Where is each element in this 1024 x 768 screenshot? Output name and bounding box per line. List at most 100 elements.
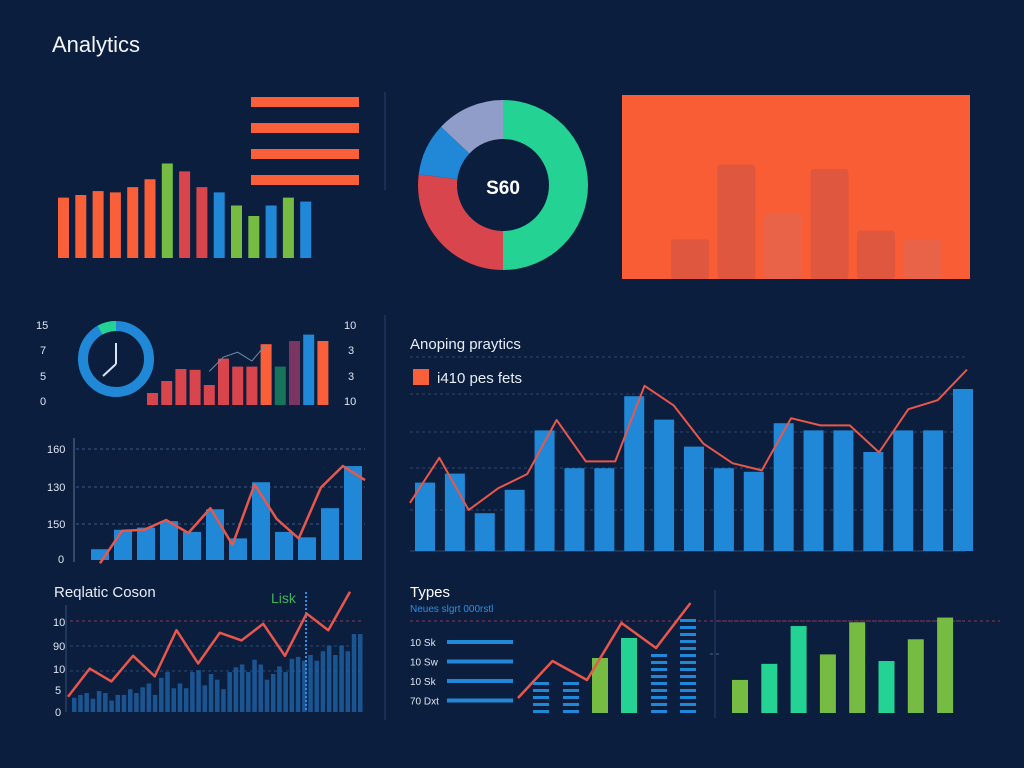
y-tick: 15 [36,320,48,332]
bar [333,655,338,712]
bar [246,366,258,405]
bar [415,482,435,551]
y-tick: 150 [47,519,65,531]
bar-stripe [680,703,696,706]
panel-bar [810,169,849,279]
gauge-progress [97,321,117,335]
top-bar-chart [58,163,312,258]
bar [282,197,294,258]
bar [295,656,301,712]
bar [339,645,344,712]
bar [260,344,272,405]
bar [103,693,108,712]
bar [937,617,954,713]
bar [258,664,264,712]
legend-line [251,123,359,133]
bar [190,672,195,712]
types-title: Types [410,584,450,601]
trend-line [517,602,692,699]
bar [474,513,495,551]
donut-slice [418,126,470,180]
bar-stripe [680,640,696,643]
row-bar [447,640,513,644]
bar [179,171,191,258]
bar [215,679,220,712]
bar [819,654,836,713]
bar-stripe [651,668,667,671]
bar [732,679,748,713]
bar [303,334,315,405]
bar [239,664,245,712]
bar-stripe [563,682,579,685]
row-bar [447,679,513,683]
bar [147,393,158,405]
types-subtitle: Neues slgrt 000rstl [410,604,493,615]
row-label: 10 Sk [410,677,437,688]
bar [144,179,156,258]
y-tick-right: 3 [348,371,354,383]
bar-stripe [680,689,696,692]
bar [203,385,215,405]
bar-stripe [680,682,696,685]
bar [833,430,854,551]
bar [159,677,164,712]
bar-stripe [651,661,667,664]
bar [72,697,77,712]
y-tick: 10 [53,617,65,629]
panel-bar [903,239,942,279]
bar [592,658,608,713]
bar [75,195,87,258]
bar [790,626,807,713]
bar [175,369,187,405]
bar [277,666,282,712]
bar [177,683,183,712]
bar-stripe [680,654,696,657]
bar-stripe [533,710,549,713]
bar [761,663,778,713]
types-chart: Types Neues slgrt 000rstl 10 Sk 10 Sw 10 S… [410,584,1000,713]
bar [878,661,895,713]
bar [231,205,242,258]
bar [213,192,225,258]
bar-stripe [680,661,696,664]
bar [321,508,339,560]
y-tick: 90 [53,641,65,653]
bar [127,689,133,712]
bar [283,672,288,712]
bar [248,216,260,258]
bar-stripe [651,710,667,713]
bar [84,693,89,712]
bar [165,672,170,712]
legend-line [251,175,359,185]
bar [218,358,229,405]
bar-stripe [563,703,579,706]
trend-line [98,464,366,564]
bar [161,381,173,405]
bar [115,694,121,712]
row-bar [447,698,513,703]
y-tick: 0 [40,396,46,408]
donut-chart: S60 [418,100,588,270]
legend-line [251,97,359,107]
row-label: 70 Dxt [410,697,439,708]
bar [504,489,525,551]
orange-legend-lines [251,97,359,185]
y-tick: 7 [40,345,46,357]
clock-gauge [78,321,154,397]
bar [208,674,214,712]
bar [320,651,326,712]
trend-line [67,591,352,698]
bar [270,674,276,712]
bar [713,468,734,551]
bar [893,430,914,551]
trend-line [409,368,968,511]
bar [127,187,139,258]
y-tick: 5 [55,685,61,697]
bar [594,468,615,551]
bar [252,659,257,712]
bar [344,466,362,560]
bar [289,658,295,712]
trend-line [208,343,267,372]
bar [183,531,201,560]
y-tick: 5 [40,371,46,383]
